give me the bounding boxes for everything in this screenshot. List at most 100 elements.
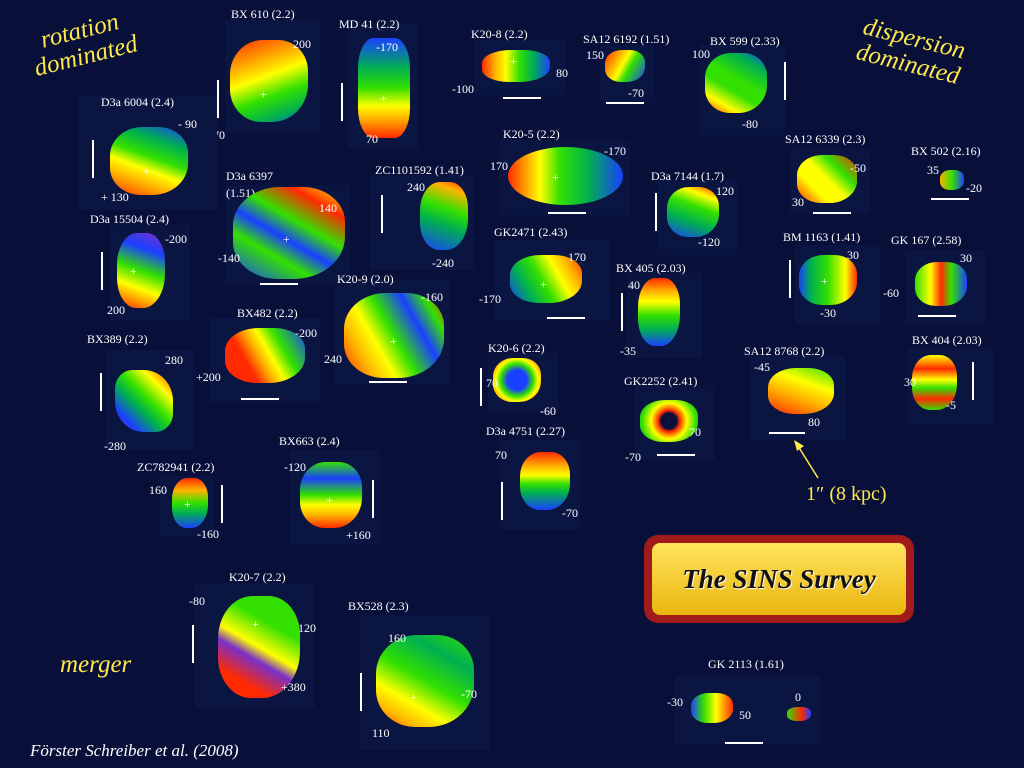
slide-title: The SINS Survey (652, 543, 906, 615)
velocity-map (218, 596, 300, 698)
velocity-label: 160 (388, 631, 406, 645)
velocity-map (797, 155, 857, 203)
velocity-map (420, 182, 468, 250)
center-marker: + (326, 493, 333, 507)
velocity-label: -170 (376, 40, 398, 54)
velocity-label: 70 (689, 425, 701, 439)
velocity-label: +160 (346, 528, 371, 542)
velocity-label: -200 (165, 232, 187, 246)
scale-bar (369, 381, 407, 383)
galaxy-name: BX 502 (2.16) (911, 144, 981, 158)
velocity-label: -80 (742, 117, 758, 131)
velocity-label: -30 (820, 306, 836, 320)
velocity-label: -70 (461, 687, 477, 701)
velocity-map (640, 400, 698, 442)
velocity-label: 280 (165, 353, 183, 367)
galaxy-name: BX 404 (2.03) (912, 333, 982, 347)
galaxy-name: GK 2113 (1.61) (708, 657, 784, 671)
velocity-label: -120 (698, 235, 720, 249)
scale-bar (372, 480, 374, 518)
velocity-label: -50 (850, 161, 866, 175)
scale-bar (260, 283, 298, 285)
center-marker: + (130, 264, 137, 278)
center-marker: + (143, 164, 150, 178)
velocity-label: -80 (189, 594, 205, 608)
velocity-map (115, 370, 173, 432)
galaxy-name: K20-5 (2.2) (503, 127, 560, 141)
galaxy-name: BX 599 (2.33) (710, 34, 780, 48)
galaxy-panel-sa12-6339: SA12 6339 (2.3) -50 30 (775, 130, 885, 220)
velocity-label: 30 (847, 248, 859, 262)
velocity-map (110, 127, 188, 195)
scale-bar (657, 454, 695, 456)
velocity-label: 80 (808, 415, 820, 429)
velocity-label: 30 (960, 251, 972, 265)
velocity-label: 70 (486, 376, 498, 390)
scale-bar (972, 362, 974, 400)
velocity-map (787, 707, 811, 721)
velocity-label: -280 (104, 439, 126, 453)
velocity-label: 80 (556, 66, 568, 80)
velocity-label: -170 (479, 292, 501, 306)
velocity-map (667, 187, 719, 237)
galaxy-name: BX389 (2.2) (87, 332, 148, 346)
galaxy-panel-d3a15504: D3a 15504 (2.4) -200 200 + (85, 205, 205, 320)
velocity-label: 70 (366, 132, 378, 146)
center-marker: + (260, 87, 267, 101)
velocity-label: 50 (739, 708, 751, 722)
scale-bar (221, 485, 223, 523)
velocity-map (233, 187, 345, 279)
scale-bar (606, 102, 644, 104)
citation: Förster Schreiber et al. (2008) (30, 741, 239, 760)
velocity-label: -20 (966, 181, 982, 195)
velocity-label: -5 (946, 398, 956, 412)
galaxy-name: BX 610 (2.2) (231, 7, 295, 21)
galaxy-panel-md41: MD 41 (2.2) -170 70 + (330, 10, 420, 149)
scale-bar (655, 193, 657, 231)
velocity-label: 35 (927, 163, 939, 177)
center-marker: + (552, 170, 559, 184)
center-marker: + (283, 232, 290, 246)
galaxy-panel-bx528: BX528 (2.3) 160 -70 110 + (340, 595, 490, 750)
galaxy-panel-bx404: BX 404 (2.03) 30 -5 (900, 330, 1005, 425)
velocity-map (605, 50, 645, 82)
velocity-label: -170 (604, 144, 626, 158)
scale-bar (341, 83, 343, 121)
scale-bar (931, 198, 969, 200)
merger-label: merger (60, 651, 132, 678)
scale-bar (241, 398, 279, 400)
velocity-map (768, 368, 834, 414)
velocity-label: -100 (452, 82, 474, 96)
velocity-label: 70 (495, 448, 507, 462)
velocity-label: +200 (196, 370, 221, 384)
scale-bar (621, 293, 623, 331)
velocity-label: -160 (197, 527, 219, 541)
scale-bar (548, 212, 586, 214)
velocity-map (799, 255, 857, 305)
velocity-map (344, 293, 444, 378)
velocity-map (117, 233, 165, 308)
velocity-label: 240 (407, 180, 425, 194)
galaxy-panel-bx610: BX 610 (2.2) 200 -170 + (203, 0, 325, 142)
galaxy-panel-k20-7: K20-7 (2.2) -80 120 +380 + (180, 568, 320, 708)
velocity-label: - 90 (178, 117, 197, 131)
scale-bar (101, 252, 103, 290)
scale-label: 1″ (8 kpc) (806, 483, 887, 505)
velocity-label: 140 (319, 201, 337, 215)
galaxy-panel-d3a7144: D3a 7144 (1.7) 120 -120 (645, 165, 745, 255)
galaxy-name: K20-9 (2.0) (337, 272, 394, 286)
velocity-label: -140 (218, 251, 240, 265)
galaxy-panel-gk2252: GK2252 (2.41) 70 -70 (620, 370, 720, 465)
rotation-dominated-label: rotation dominated (31, 8, 141, 82)
galaxy-panel-sa12-8768: SA12 8768 (2.2) -45 80 (740, 340, 850, 440)
center-marker: + (410, 690, 417, 704)
galaxy-name: BM 1163 (1.41) (783, 230, 861, 244)
galaxy-name: BX482 (2.2) (237, 306, 298, 320)
velocity-map (358, 38, 410, 138)
velocity-label: 30 (904, 375, 916, 389)
velocity-label: -70 (562, 506, 578, 520)
galaxy-name: K20-6 (2.2) (488, 341, 545, 355)
scale-bar (789, 260, 791, 298)
velocity-label: +380 (281, 680, 306, 694)
scale-bar (813, 212, 851, 214)
